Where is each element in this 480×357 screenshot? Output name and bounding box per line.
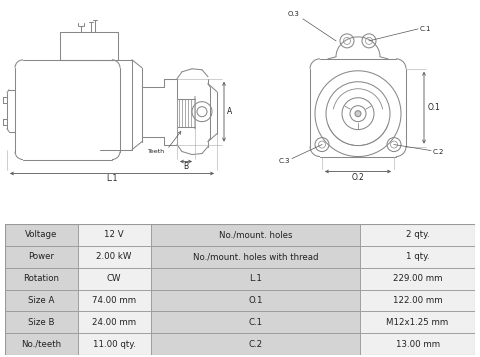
FancyBboxPatch shape — [78, 224, 151, 246]
FancyBboxPatch shape — [360, 268, 475, 290]
Text: CW: CW — [107, 274, 121, 283]
Text: O.3: O.3 — [288, 11, 300, 17]
Text: L.1: L.1 — [106, 174, 118, 183]
Text: C.1: C.1 — [248, 318, 263, 327]
Text: O.1: O.1 — [428, 103, 440, 112]
Text: Power: Power — [28, 252, 54, 261]
Text: No./mount. holes with thread: No./mount. holes with thread — [192, 252, 318, 261]
Circle shape — [355, 111, 361, 117]
Text: B: B — [183, 162, 189, 171]
FancyBboxPatch shape — [5, 311, 78, 333]
FancyBboxPatch shape — [78, 268, 151, 290]
FancyBboxPatch shape — [78, 290, 151, 311]
FancyBboxPatch shape — [151, 333, 360, 355]
Text: 2 qty.: 2 qty. — [406, 230, 430, 239]
Text: Size B: Size B — [28, 318, 55, 327]
Text: C.3: C.3 — [278, 157, 290, 164]
FancyBboxPatch shape — [151, 224, 360, 246]
FancyBboxPatch shape — [5, 290, 78, 311]
Text: C.2: C.2 — [433, 149, 444, 155]
FancyBboxPatch shape — [360, 290, 475, 311]
Text: Teeth: Teeth — [148, 149, 165, 154]
Text: 122.00 mm: 122.00 mm — [393, 296, 443, 305]
FancyBboxPatch shape — [151, 268, 360, 290]
Text: 11.00 qty.: 11.00 qty. — [93, 340, 135, 349]
Text: 229.00 mm: 229.00 mm — [393, 274, 443, 283]
Text: 2.00 kW: 2.00 kW — [96, 252, 132, 261]
Text: A: A — [228, 107, 233, 116]
FancyBboxPatch shape — [360, 246, 475, 268]
Text: Size A: Size A — [28, 296, 54, 305]
Text: Rotation: Rotation — [23, 274, 59, 283]
FancyBboxPatch shape — [78, 333, 151, 355]
FancyBboxPatch shape — [78, 246, 151, 268]
FancyBboxPatch shape — [78, 311, 151, 333]
Text: 13.00 mm: 13.00 mm — [396, 340, 440, 349]
Text: C.2: C.2 — [248, 340, 263, 349]
FancyBboxPatch shape — [5, 224, 78, 246]
Text: C.1: C.1 — [420, 26, 432, 32]
FancyBboxPatch shape — [151, 311, 360, 333]
Text: 1 qty.: 1 qty. — [406, 252, 430, 261]
FancyBboxPatch shape — [5, 333, 78, 355]
FancyBboxPatch shape — [151, 246, 360, 268]
FancyBboxPatch shape — [151, 290, 360, 311]
Text: 74.00 mm: 74.00 mm — [92, 296, 136, 305]
Text: No./teeth: No./teeth — [21, 340, 61, 349]
Text: M12x1.25 mm: M12x1.25 mm — [386, 318, 449, 327]
Text: 24.00 mm: 24.00 mm — [92, 318, 136, 327]
FancyBboxPatch shape — [360, 224, 475, 246]
Text: O.1: O.1 — [248, 296, 263, 305]
FancyBboxPatch shape — [360, 311, 475, 333]
Text: O.2: O.2 — [352, 173, 364, 182]
FancyBboxPatch shape — [5, 268, 78, 290]
Text: 12 V: 12 V — [104, 230, 124, 239]
FancyBboxPatch shape — [360, 333, 475, 355]
Text: Voltage: Voltage — [25, 230, 58, 239]
Text: L.1: L.1 — [249, 274, 262, 283]
FancyBboxPatch shape — [5, 246, 78, 268]
Text: No./mount. holes: No./mount. holes — [218, 230, 292, 239]
